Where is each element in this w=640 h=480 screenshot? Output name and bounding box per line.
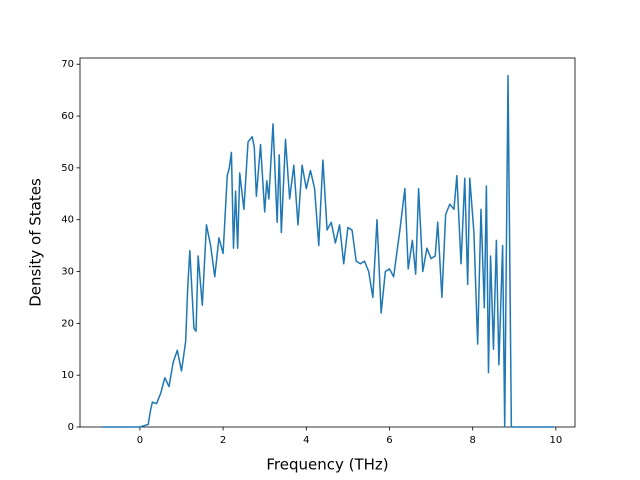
y-tick-label: 70 [61,59,74,70]
x-tick-label: 6 [386,435,392,446]
line [102,74,554,428]
y-tick-label: 30 [61,267,74,278]
plot-frame [79,57,576,428]
x-tick-label: 10 [549,435,562,446]
y-tick-label: 0 [68,422,74,433]
y-tick-label: 50 [61,163,74,174]
x-tick-label: 0 [137,435,143,446]
x-tick-label: 8 [469,435,475,446]
x-tick-label: 4 [303,435,309,446]
x-tick-label: 2 [220,435,226,446]
y-axis-label: Density of States [27,178,45,307]
y-tick-label: 10 [61,370,74,381]
y-tick-label: 20 [61,318,74,329]
y-tick-label: 40 [61,215,74,226]
y-tick-label: 60 [61,111,74,122]
x-axis-label: Frequency (THz) [266,456,388,474]
